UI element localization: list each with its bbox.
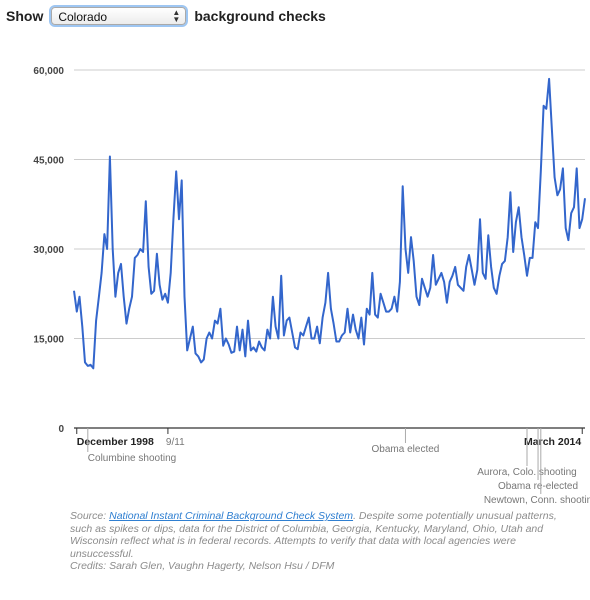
annotation-label: Aurora, Colo. shooting	[477, 467, 577, 478]
show-label: Show	[6, 8, 44, 24]
select-arrows-icon: ▲ ▼	[172, 8, 181, 24]
source-link[interactable]: National Instant Criminal Background Che…	[109, 510, 354, 522]
footnote: Source: National Instant Criminal Backgr…	[70, 510, 575, 573]
chart-controls: Show Colorado ▲ ▼ background checks	[6, 5, 326, 27]
annotation-label: Obama re-elected	[498, 481, 578, 492]
state-select[interactable]: Colorado ▲ ▼	[51, 7, 187, 25]
annotation-label: Columbine shooting	[88, 453, 176, 464]
background-checks-chart: 0 15,000 30,000 45,000 60,000 December 1998 9/…	[33, 66, 590, 506]
state-select-value: Colorado	[58, 10, 108, 24]
source-text: . Despite some potentially unusual patte…	[70, 510, 557, 560]
y-tick-label: 60,000	[33, 66, 64, 77]
x-tick-label: March 2014	[524, 436, 581, 448]
series-line	[73, 77, 586, 370]
x-tick-label: December 1998	[77, 436, 154, 448]
credits: Credits: Sarah Glen, Vaughn Hagerty, Nel…	[70, 560, 335, 572]
annotation-label: Obama elected	[372, 444, 440, 455]
suffix-label: background checks	[194, 8, 326, 24]
y-tick-label: 0	[58, 424, 64, 435]
y-tick-label: 30,000	[33, 245, 64, 256]
annotation-label: Newtown, Conn. shooting	[484, 495, 590, 506]
y-tick-label: 45,000	[33, 156, 64, 167]
source-prefix: Source:	[70, 510, 110, 522]
y-tick-label: 15,000	[33, 335, 64, 346]
x-tick-label: 9/11	[166, 437, 185, 448]
